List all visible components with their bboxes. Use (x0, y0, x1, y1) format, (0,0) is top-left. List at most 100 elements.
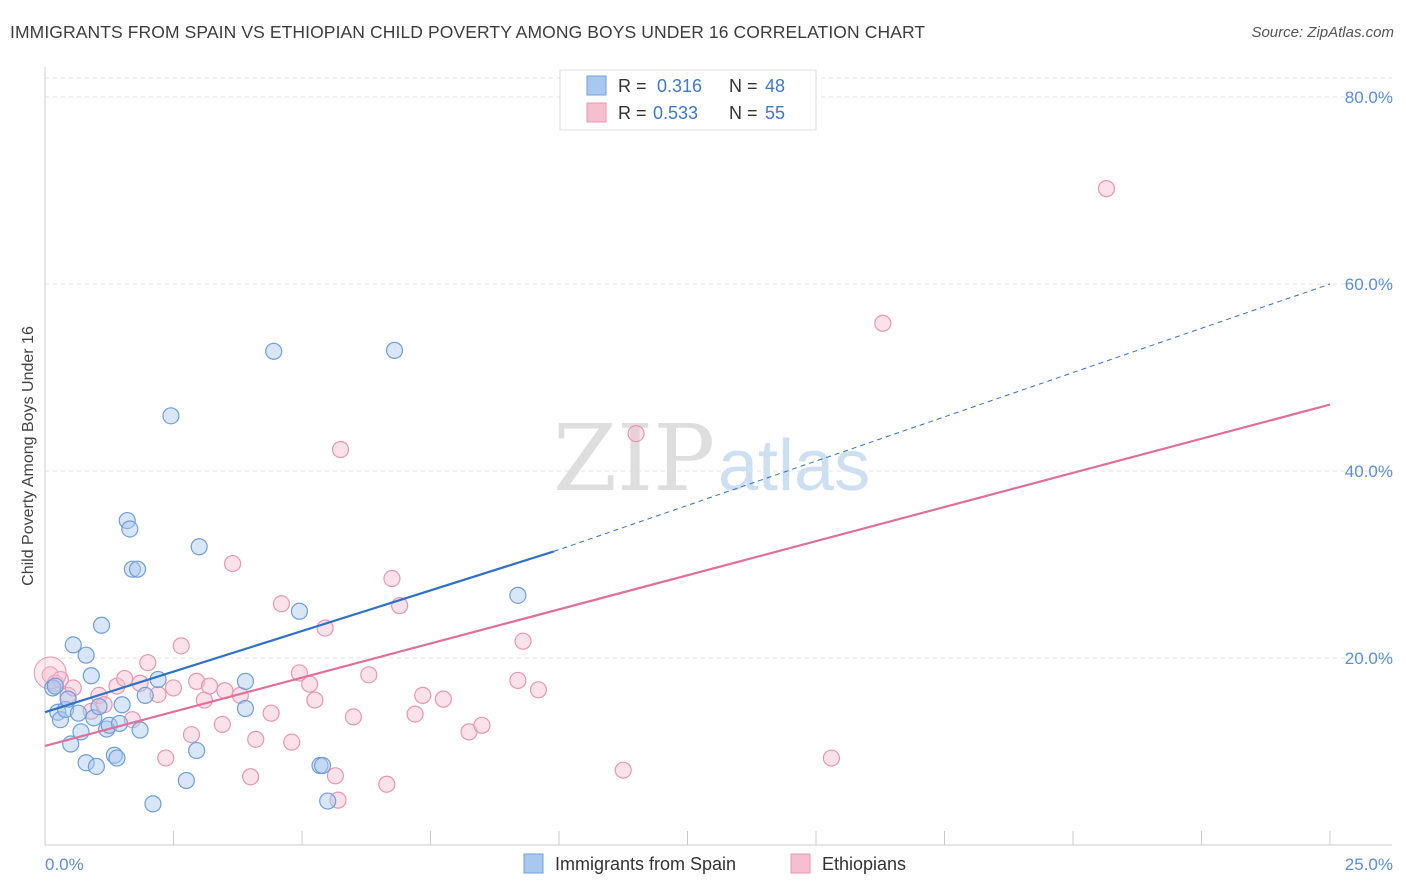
legend-n-label-ethiopians: N = (729, 103, 758, 123)
y-tick-labels: 20.0% 40.0% 60.0% 80.0% (1345, 88, 1393, 668)
spain-trend-extension (553, 283, 1331, 552)
watermark-zip: ZIP (553, 405, 715, 512)
ethiopians-point (434, 690, 452, 708)
spain-point (90, 698, 108, 716)
ethiopians-point (331, 440, 350, 459)
legend-r-value-spain: 0.316 (657, 76, 702, 96)
spain-point (290, 602, 309, 620)
spain-point (44, 679, 62, 697)
spain-point (236, 672, 255, 690)
x-ticks (44, 831, 1331, 845)
ethiopians-point (509, 671, 527, 690)
ethiopians-point (514, 632, 532, 650)
ethiopians-point (627, 425, 645, 443)
grid-lines (45, 77, 1392, 659)
trend-lines (44, 283, 1331, 747)
ethiopians-point (149, 685, 167, 704)
ethiopians-point (473, 716, 491, 734)
ethiopians-point (182, 726, 201, 744)
spain-point (162, 407, 180, 425)
x-tick-label-max: 25.0% (1345, 855, 1393, 874)
legend-swatch-spain (586, 75, 607, 96)
ethiopians-point (383, 569, 401, 588)
legend-r-value-ethiopians: 0.533 (653, 103, 698, 123)
series-legend-swatch-spain (523, 853, 544, 874)
ethiopians-point (529, 681, 548, 699)
spain-point (85, 709, 103, 727)
spain-point (136, 686, 154, 705)
ethiopians-point (306, 691, 324, 709)
legend-r-label-ethiopians: R = (618, 103, 647, 123)
ethiopians-point (822, 749, 841, 767)
ethiopians-point (406, 705, 424, 723)
spain-point (236, 699, 255, 718)
spain-point (121, 520, 139, 538)
ethiopians-point (360, 666, 378, 684)
spain-point (265, 342, 283, 360)
legend-n-value-ethiopians: 55 (765, 103, 785, 123)
correlation-legend: R = 0.316 N = 48 R = 0.533 N = 55 (559, 69, 817, 131)
spain-point (313, 756, 332, 775)
y-axis-label: Child Poverty Among Boys Under 16 (20, 326, 37, 586)
ethiopians-point-cluster (33, 656, 67, 690)
spain-trend-line (44, 550, 555, 714)
x-tick-label-min: 0.0% (45, 855, 84, 874)
spain-points (44, 341, 527, 813)
ethiopians-point (272, 595, 291, 613)
ethiopians-point (64, 679, 82, 697)
ethiopians-point (344, 708, 362, 726)
spain-point (128, 560, 147, 578)
spain-point (110, 714, 129, 733)
y-tick-label: 40.0% (1345, 462, 1393, 481)
ethiopians-point (139, 654, 157, 672)
y-tick-label: 60.0% (1345, 275, 1393, 294)
ethiopians-point (164, 679, 183, 697)
source-label: Source: ZipAtlas.com (1251, 24, 1394, 41)
ethiopians-points (33, 180, 1116, 809)
spain-point (105, 746, 123, 764)
ethiopians-point (378, 775, 396, 793)
spain-point (144, 795, 162, 813)
spain-point (77, 646, 95, 664)
ethiopians-trend-line (44, 403, 1331, 747)
spain-point (87, 757, 106, 776)
ethiopians-point (1097, 180, 1116, 198)
spain-point (69, 704, 88, 722)
ethiopians-point (326, 767, 345, 785)
ethiopians-point (247, 730, 265, 748)
ethiopians-point (283, 733, 301, 751)
ethiopians-point (188, 672, 206, 690)
spain-point (92, 616, 111, 634)
spain-point (319, 792, 337, 810)
legend-r-label-spain: R = (618, 76, 647, 96)
chart-title: IMMIGRANTS FROM SPAIN VS ETHIOPIAN CHILD… (10, 22, 926, 42)
series-legend-label-ethiopians: Ethiopians (822, 854, 906, 874)
spain-point (77, 754, 95, 772)
spain-point (123, 560, 141, 578)
axes (44, 67, 1392, 846)
ethiopians-point (41, 666, 59, 684)
ethiopians-point (157, 749, 175, 767)
spain-point (51, 711, 70, 729)
ethiopians-point (262, 704, 280, 722)
spain-point (64, 636, 82, 654)
ethiopians-point (224, 554, 242, 573)
spain-point (190, 538, 208, 556)
ethiopians-point (213, 715, 231, 733)
spain-point (82, 667, 100, 685)
series-legend-swatch-ethiopians (790, 853, 811, 874)
y-tick-label: 80.0% (1345, 88, 1393, 107)
ethiopians-point (301, 675, 319, 693)
legend-n-label-spain: N = (729, 76, 758, 96)
legend-swatch-ethiopians (586, 102, 607, 123)
y-tick-label: 20.0% (1345, 649, 1393, 668)
legend-n-value-spain: 48 (765, 76, 785, 96)
ethiopians-point (200, 677, 219, 695)
ethiopians-point (414, 686, 432, 705)
ethiopians-point (614, 761, 632, 779)
spain-point (131, 721, 149, 739)
spain-point (177, 771, 195, 790)
spain-point (113, 696, 131, 714)
spain-point (188, 741, 206, 760)
